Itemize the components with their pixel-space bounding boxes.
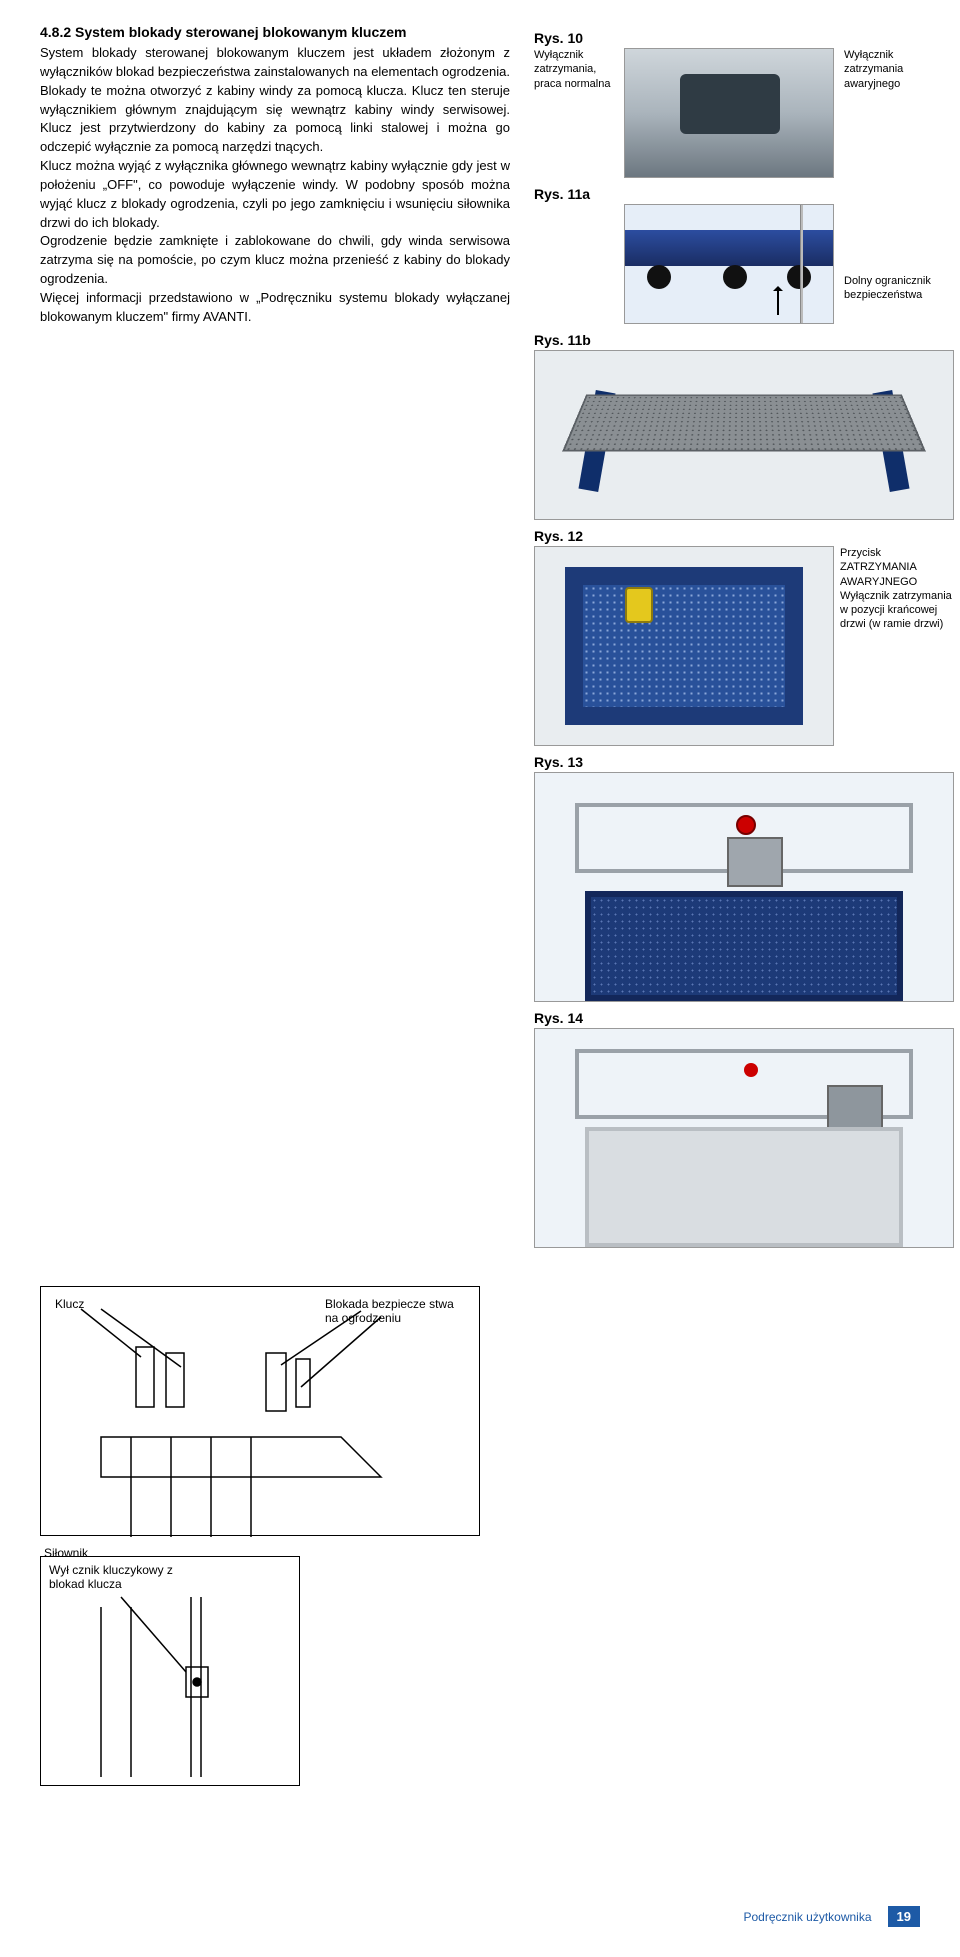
paragraph-2: Klucz można wyjąć z wyłącznika głównego … [40, 157, 510, 232]
figure-10-label: Rys. 10 [534, 30, 960, 46]
figure-10: Rys. 10 Wyłącznik zatrzymania, praca nor… [534, 30, 960, 178]
diagram-1: Klucz Blokada bezpiecze stwa na ogrodzen… [40, 1286, 480, 1536]
figure-10-right-callout: Wyłącznik zatrzymania awaryjnego [844, 48, 924, 91]
figure-14-label: Rys. 14 [534, 1010, 960, 1026]
figure-11a: Rys. 11a Dolny ogranicznik bezpieczeństw… [534, 186, 960, 324]
figure-14: Rys. 14 [534, 1010, 960, 1248]
page-footer: Podręcznik użytkownika 19 [40, 1906, 920, 1927]
figure-13: Rys. 13 [534, 754, 960, 1002]
figure-14-image [534, 1028, 954, 1248]
figure-13-image [534, 772, 954, 1002]
diagram-2-svg [41, 1557, 301, 1787]
section-title-text: System blokady sterowanej blokowanym klu… [75, 24, 406, 40]
diagram-1-svg [41, 1287, 481, 1537]
figure-12-image [534, 546, 834, 746]
footer-text: Podręcznik użytkownika [743, 1910, 871, 1924]
figure-13-label: Rys. 13 [534, 754, 960, 770]
page-number: 19 [888, 1906, 920, 1927]
figure-12-label: Rys. 12 [534, 528, 960, 544]
figure-11a-image [624, 204, 834, 324]
figure-11b: Rys. 11b [534, 332, 960, 520]
figure-10-left-callout: Wyłącznik zatrzymania, praca normalna [534, 48, 614, 91]
figure-11a-callout: Dolny ogranicznik bezpieczeństwa [844, 274, 954, 303]
figure-11b-image [534, 350, 954, 520]
section-number: 4.8.2 [40, 24, 71, 40]
paragraph-4: Więcej informacji przedstawiono w „Podrę… [40, 289, 510, 327]
section-heading: 4.8.2 System blokady sterowanej blokowan… [40, 24, 510, 40]
figure-12-callout-bottom: Wyłącznik zatrzymania w pozycji krańcowe… [840, 589, 960, 632]
paragraph-1: System blokady sterowanej blokowanym klu… [40, 44, 510, 157]
figure-10-image [624, 48, 834, 178]
figure-11b-label: Rys. 11b [534, 332, 960, 348]
diagram-2: Wył cznik kluczykowy z blokad klucza [40, 1556, 300, 1786]
figure-12-callout-top: Przycisk ZATRZYMANIA AWARYJNEGO [840, 546, 960, 589]
figure-11a-label: Rys. 11a [534, 186, 960, 202]
paragraph-3: Ogrodzenie będzie zamknięte i zablokowan… [40, 232, 510, 289]
figure-12: Rys. 12 Przycisk ZATRZYMANIA AWARYJNEGO … [534, 528, 960, 746]
